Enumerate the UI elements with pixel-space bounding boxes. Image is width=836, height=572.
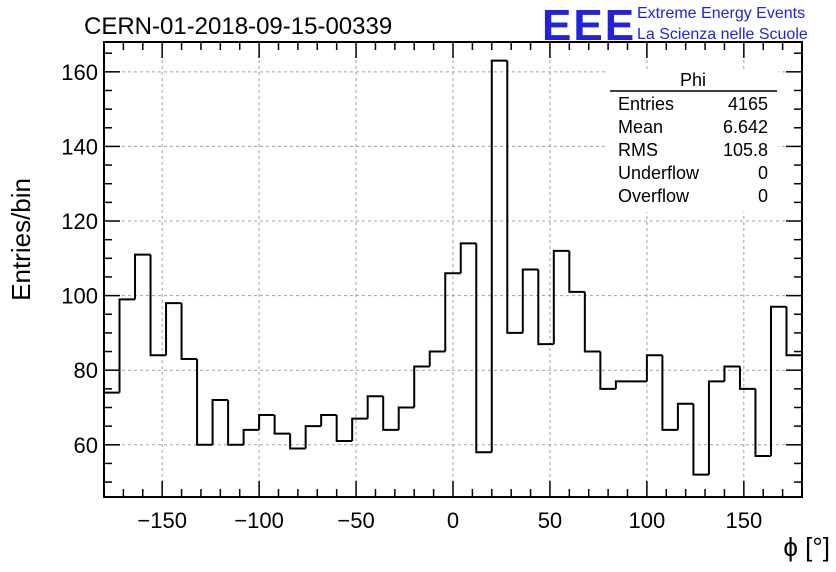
histogram-bin [335,414,353,443]
histogram-bin [552,249,570,345]
logo-line2: La Scienza nelle Scuole [637,26,808,43]
histogram-bin [723,365,740,382]
stats-box: Phi Entries 4165 Mean 6.642 RMS 105.8 Un… [606,70,778,212]
histogram-bin [444,272,461,352]
histogram-bin [413,365,430,408]
histogram-bin [428,350,446,367]
logo-line1: Extreme Energy Events [637,5,805,22]
x-tick-label: −50 [337,508,374,533]
y-tick-label: 160 [61,60,98,85]
tick-labels: −150 −100 −50 0 50 100 150 60 80 100 120 140 160 [61,60,762,533]
histogram-bin [661,355,678,431]
histogram-bin [180,303,198,361]
histogram-bin [196,359,213,446]
histogram-bin [645,354,663,382]
y-axis-title: Entries/bin [6,178,36,301]
histogram-bin [521,268,539,333]
stats-value-overflow: 0 [758,186,768,206]
stats-label-rms: RMS [618,140,658,160]
histogram-bin [754,388,771,457]
histogram-bin [118,298,136,393]
y-tick-label: 140 [61,134,98,159]
stats-label-overflow: Overflow [618,186,690,206]
histogram-bin [104,391,120,497]
histogram-bin [707,380,725,475]
histogram-bin [692,403,709,476]
histogram-bin [769,305,787,456]
histogram-bin [738,366,756,390]
histogram-bin [676,402,694,430]
x-tick-label: 50 [538,508,562,533]
y-tick-label: 80 [74,358,98,383]
stats-label-entries: Entries [618,94,674,114]
histogram-bin [599,351,616,390]
histogram-bin [149,254,167,357]
stats-value-rms: 105.8 [723,140,768,160]
histogram-bin [537,269,554,346]
histogram-bin [227,400,244,446]
histogram-bin [242,428,260,445]
histogram-bin [366,395,384,419]
logo-mark: EEE [542,1,636,50]
stats-value-entries: 4165 [728,94,768,114]
histogram-bin [475,243,492,454]
eee-logo: EEE Extreme Energy Events La Scienza nel… [542,1,808,50]
grid [104,42,802,497]
histogram-bars [104,59,802,497]
stats-label-mean: Mean [618,117,663,137]
histogram-bin [320,413,337,427]
x-tick-label: 0 [447,508,459,533]
histogram-bin [459,242,477,274]
histogram-bin [304,425,322,449]
histogram-bin [397,406,415,430]
histogram-bin [289,433,306,450]
axes [103,41,803,498]
x-tick-label: −100 [234,508,284,533]
histogram-bin [568,250,585,293]
histogram-bin [211,399,229,445]
histogram-bin [583,291,601,353]
histogram-bin [165,302,182,356]
x-tick-label: 150 [725,508,762,533]
stats-value-underflow: 0 [758,163,768,183]
histogram-bin [614,380,632,389]
y-tick-label: 100 [61,284,98,309]
stats-box-background [606,70,778,212]
x-tick-label: 100 [629,508,666,533]
histogram-bin [351,417,368,442]
histogram-bin [490,59,508,453]
stats-value-mean: 6.642 [723,117,768,137]
stats-label-underflow: Underflow [618,163,700,183]
chart-title: CERN-01-2018-09-15-00339 [84,13,392,40]
x-tick-label: −150 [137,508,187,533]
histogram-bin [506,60,523,334]
histogram-bin [134,253,151,300]
histogram-bin [273,414,291,435]
y-tick-label: 60 [74,433,98,458]
histogram-bins [104,59,802,497]
histogram-bin [258,413,275,430]
x-axis-title: ϕ [°] [783,532,830,562]
histogram-bin [785,306,802,357]
histogram-bin [382,396,399,431]
y-tick-label: 120 [61,209,98,234]
stats-title: Phi [680,70,706,90]
